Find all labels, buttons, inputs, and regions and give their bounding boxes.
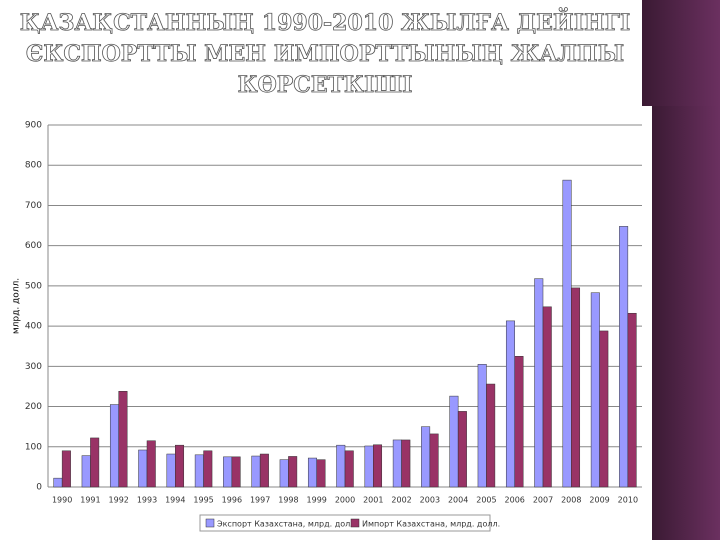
title-line: КӨРСЕТКІШІ: [238, 72, 413, 98]
x-tick-label: 1995: [193, 496, 213, 505]
y-tick-label: 0: [36, 483, 42, 493]
bar: [203, 450, 213, 488]
bar: [251, 455, 261, 488]
x-tick-label: 2009: [589, 496, 609, 505]
x-tick-label: 1999: [307, 496, 327, 505]
bar: [316, 459, 326, 488]
bar: [279, 459, 289, 488]
bar: [542, 306, 552, 488]
bar: [449, 395, 459, 488]
y-tick-label: 400: [25, 322, 42, 332]
legend: [199, 514, 491, 532]
x-tick-label: 1992: [109, 496, 129, 505]
bar: [373, 444, 383, 488]
legend-label: Экспорт Казахстана, млрд. долл.: [217, 520, 358, 529]
bar: [429, 433, 439, 488]
bar: [53, 477, 63, 488]
x-tick-label: 2003: [420, 496, 440, 505]
bar: [307, 457, 317, 488]
bar: [534, 278, 544, 488]
bar: [336, 444, 346, 488]
bar: [401, 439, 411, 488]
bar: [175, 444, 185, 488]
title-line: ҚАЗАҚСТАННЫҢ 1990-2010 ЖЫЛҒА ДЕЙІНГІ: [20, 7, 631, 36]
bar: [364, 445, 374, 488]
x-tick-label: 2006: [505, 496, 525, 505]
x-tick-label: 2007: [533, 496, 553, 505]
x-tick-label: 2000: [335, 496, 355, 505]
x-tick-label: 1996: [222, 496, 242, 505]
x-tick-label: 2005: [476, 496, 496, 505]
bar: [599, 330, 609, 488]
y-tick-label: 700: [25, 201, 42, 211]
bar: [486, 383, 496, 488]
bar: [166, 453, 176, 488]
legend-label: Импорт Казахстана, млрд. долл.: [362, 520, 500, 529]
bar: [118, 391, 128, 488]
bar: [146, 440, 156, 488]
bar: [619, 226, 629, 488]
bar: [627, 312, 637, 488]
x-tick-label: 1997: [250, 496, 270, 505]
bar: [562, 179, 572, 488]
x-tick-label: 1998: [278, 496, 298, 505]
x-tick-label: 2010: [618, 496, 638, 505]
y-tick-label: 600: [25, 241, 42, 251]
title-line: ЄКСПОРТТЫ МЕН ИМПОРТТЫНЫҢ ЖАЛПЫ: [26, 41, 624, 67]
bar: [109, 404, 119, 488]
decor-band: [642, 0, 720, 106]
y-tick-label: 500: [25, 281, 42, 291]
bar: [194, 454, 204, 488]
x-tick-label: 2002: [391, 496, 411, 505]
bar: [590, 292, 600, 488]
bar: [61, 450, 71, 488]
y-tick-label: 800: [25, 161, 42, 171]
bar: [90, 437, 100, 488]
bar: [344, 450, 354, 488]
y-tick-label: 100: [25, 442, 42, 452]
x-tick-label: 1993: [137, 496, 157, 505]
x-tick-label: 1994: [165, 496, 185, 505]
bar: [505, 320, 515, 488]
bar: [457, 411, 467, 488]
legend-swatch: [350, 518, 360, 528]
legend-swatch: [205, 518, 215, 528]
bar: [223, 456, 233, 488]
y-axis-label: млрд. долл.: [12, 278, 22, 334]
x-tick-label: 1991: [80, 496, 100, 505]
bar: [259, 453, 269, 488]
decor-band: [652, 106, 720, 540]
bar: [571, 287, 581, 488]
x-tick-label: 1990: [52, 496, 72, 505]
bar: [138, 449, 148, 488]
y-tick-label: 200: [25, 402, 42, 412]
bar: [288, 456, 298, 488]
bar: [392, 439, 402, 488]
x-tick-label: 2008: [561, 496, 581, 505]
bar: [477, 364, 487, 488]
bar: [421, 426, 431, 488]
x-tick-label: 2001: [363, 496, 383, 505]
bar: [514, 356, 524, 488]
x-tick-label: 2004: [448, 496, 468, 505]
y-tick-label: 900: [25, 121, 42, 131]
bar: [81, 455, 91, 488]
bar: [231, 456, 241, 488]
y-tick-label: 300: [25, 362, 42, 372]
